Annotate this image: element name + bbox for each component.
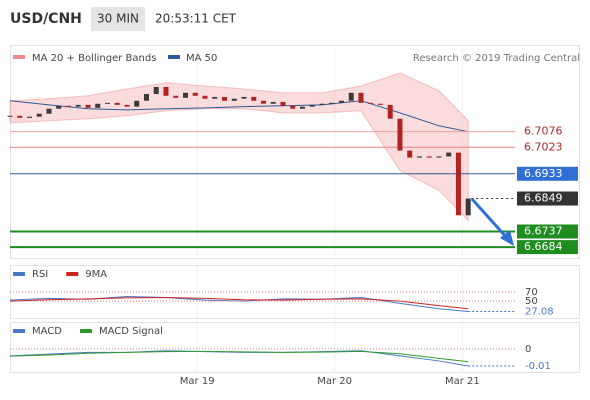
candle [426, 156, 432, 158]
candle [377, 103, 383, 105]
candle [26, 116, 32, 118]
macd-panel [10, 322, 580, 373]
legend-label: 9MA [85, 269, 107, 280]
candle [104, 102, 110, 104]
candle [241, 96, 247, 99]
candle [338, 100, 344, 103]
credit: Research © 2019 Trading Central [413, 53, 580, 64]
candle [329, 102, 335, 104]
candle [270, 101, 276, 104]
level-label: 6.6684 [524, 240, 563, 253]
candle [153, 86, 159, 94]
candle [309, 104, 315, 107]
candle [192, 92, 198, 96]
level-label: 6.7076 [524, 125, 563, 138]
candle [173, 95, 179, 98]
level-label-box [517, 140, 578, 155]
candle [407, 150, 413, 158]
candle [95, 103, 101, 108]
legend-label: MACD [32, 326, 62, 337]
level-label: 6.7023 [524, 140, 563, 153]
candle [358, 92, 364, 103]
candle [7, 115, 13, 117]
level-label: 6.6737 [524, 225, 563, 238]
candle [124, 104, 130, 107]
current-label: -0.01 [525, 361, 551, 372]
legend-label: MA 20 + Bollinger Bands [32, 53, 156, 64]
candle [368, 102, 374, 104]
macd-line [9, 350, 469, 363]
candle [36, 113, 42, 117]
legend-label: MACD Signal [99, 326, 163, 337]
candle [17, 115, 23, 118]
interval: 30 MIN [97, 12, 139, 26]
candle [397, 118, 403, 151]
candle [290, 105, 296, 109]
candle [46, 108, 52, 114]
level-label-box [517, 224, 578, 239]
candle [455, 152, 461, 216]
candle [163, 86, 169, 96]
candle [446, 152, 452, 157]
x-tick-label: Mar 20 [317, 376, 352, 387]
candle [143, 93, 149, 101]
legend-swatch [13, 272, 25, 276]
ma50-line [9, 100, 469, 133]
candle [134, 100, 140, 107]
candle [75, 104, 81, 107]
candle [85, 104, 91, 108]
candle [319, 103, 325, 105]
interval-box [91, 7, 145, 31]
level-label-box [517, 124, 578, 139]
level-label: 6.6933 [524, 167, 563, 180]
legend-swatch [168, 55, 180, 59]
forecast-arrowhead [500, 230, 514, 246]
candle [348, 92, 354, 101]
candle [416, 156, 422, 158]
legend-swatch [13, 55, 25, 59]
main-panel [10, 45, 580, 259]
legend-label: MA 50 [186, 53, 217, 64]
x-tick-label: Mar 19 [180, 376, 215, 387]
candle [260, 100, 266, 104]
candle [231, 98, 237, 101]
candle [202, 95, 208, 99]
candle [212, 96, 218, 99]
level-label-box [517, 166, 578, 181]
candle [182, 92, 188, 98]
candle [221, 96, 227, 101]
y-tick-label: 50 [525, 296, 538, 307]
legend-label: RSI [32, 269, 48, 280]
rsi-line [9, 296, 469, 310]
candle [56, 105, 62, 109]
legend-swatch [13, 329, 25, 333]
current-label: 27.08 [525, 306, 554, 317]
candle [299, 106, 305, 109]
level-label-box [517, 240, 578, 255]
candle [465, 198, 471, 216]
y-tick-label: 0 [525, 344, 531, 355]
time: 20:53:11 CET [155, 12, 237, 26]
symbol: USD/CNH [10, 11, 82, 27]
macd-line [9, 350, 469, 367]
candle [387, 104, 393, 119]
candle [436, 156, 442, 158]
candle [280, 101, 286, 106]
candle [114, 102, 120, 105]
last-price-label: 6.6849 [524, 192, 563, 205]
last-price-box [517, 191, 578, 206]
legend-swatch [66, 272, 79, 276]
y-tick-label: 70 [525, 287, 538, 298]
legend-swatch [79, 329, 92, 333]
x-tick-label: Mar 21 [445, 376, 480, 387]
candle [251, 96, 257, 101]
candle [65, 105, 71, 107]
forecast-arrow [470, 197, 509, 240]
